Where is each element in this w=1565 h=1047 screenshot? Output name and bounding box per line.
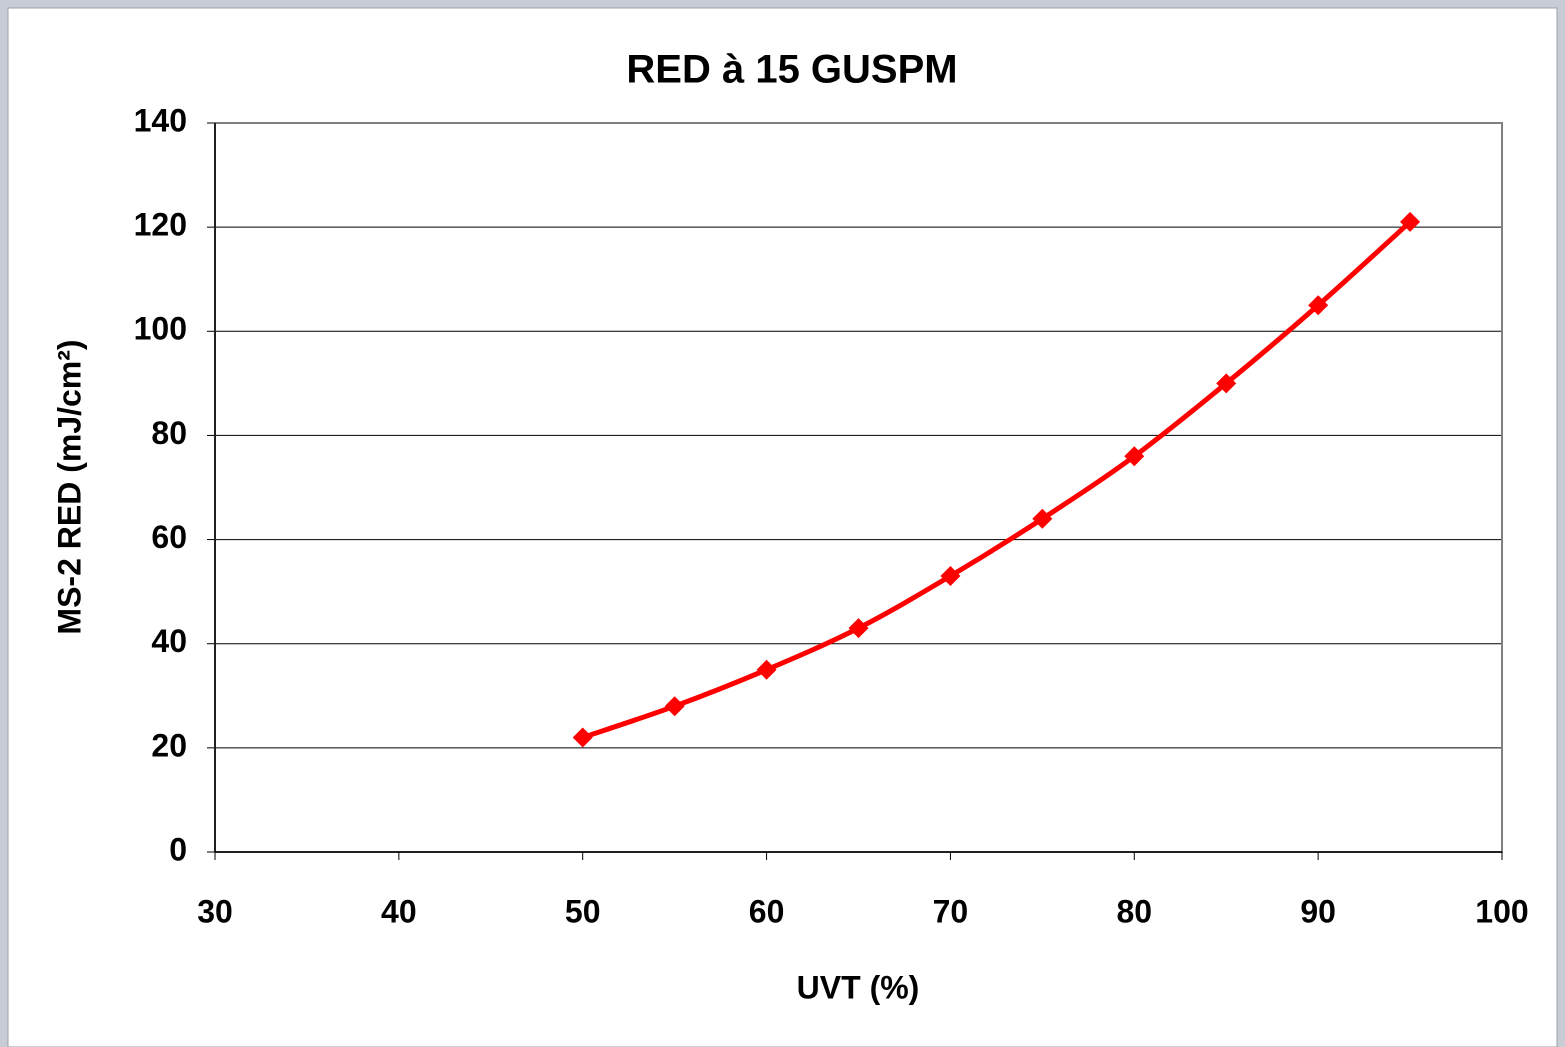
data-point <box>572 727 593 748</box>
data-point <box>756 659 777 680</box>
y-tick-label: 40 <box>151 623 187 659</box>
y-tick-label: 120 <box>134 207 187 243</box>
x-tick-label: 90 <box>1300 893 1336 929</box>
x-tick-label: 80 <box>1116 893 1152 929</box>
data-point <box>1216 373 1237 394</box>
y-tick-label: 140 <box>134 102 187 138</box>
data-point <box>848 618 869 639</box>
x-tick-label: 60 <box>749 893 785 929</box>
y-axis-label: MS-2 RED (mJ/cm²) <box>51 339 87 634</box>
data-point <box>1124 446 1145 467</box>
data-point <box>664 696 685 717</box>
data-point <box>1308 295 1329 316</box>
y-tick-label: 0 <box>169 831 187 867</box>
x-axis-label: UVT (%) <box>797 969 920 1005</box>
y-tick-label: 100 <box>134 311 187 347</box>
x-tick-label: 50 <box>565 893 601 929</box>
y-tick-label: 20 <box>151 727 187 763</box>
chart-title: RED à 15 GUSPM <box>626 48 957 92</box>
x-tick-label: 100 <box>1475 893 1528 929</box>
data-point <box>1032 508 1053 529</box>
y-tick-label: 80 <box>151 415 187 451</box>
data-point <box>1400 211 1421 232</box>
series-line <box>581 220 1412 740</box>
data-point <box>940 566 961 587</box>
chart-area <box>7 7 1558 1047</box>
x-tick-label: 30 <box>197 893 233 929</box>
x-tick-label: 40 <box>381 893 417 929</box>
y-tick-label: 60 <box>151 519 187 555</box>
x-tick-label: 70 <box>933 893 969 929</box>
